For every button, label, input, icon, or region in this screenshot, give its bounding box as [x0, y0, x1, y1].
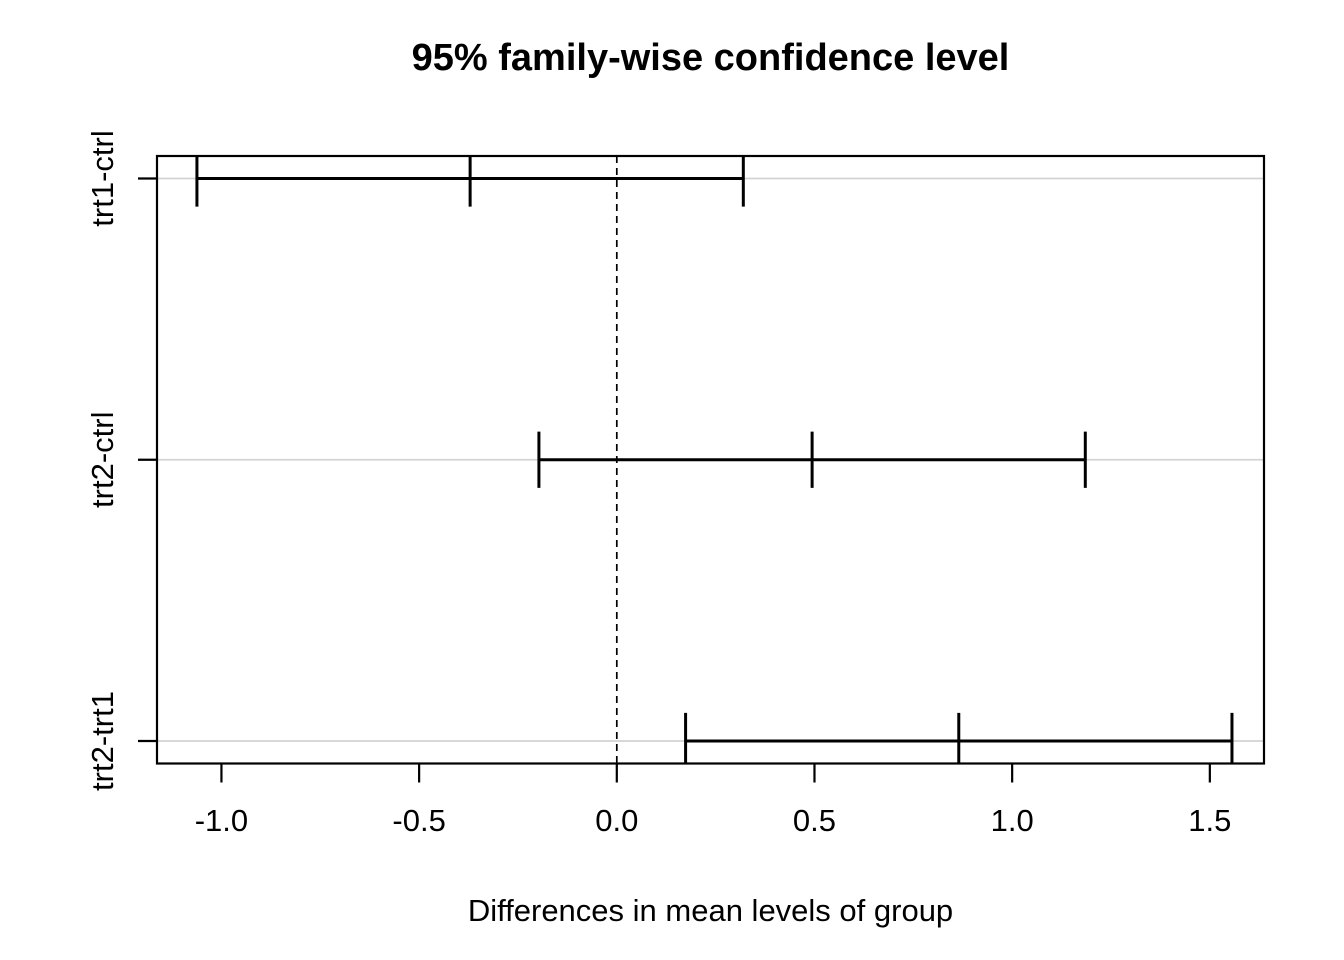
x-tick-label: 1.5 — [1188, 803, 1231, 838]
chart-title: 95% family-wise confidence level — [412, 37, 1010, 79]
x-tick-label: -1.0 — [195, 803, 248, 838]
y-axis-label-trt2-ctrl: trt2-ctrl — [85, 412, 120, 508]
axes-layer: -1.0 -0.5 0.0 0.5 1.0 1.5 trt1-ctrl trt2-ctrl tr… — [85, 130, 1231, 838]
x-tick-label: 0.5 — [793, 803, 836, 838]
x-axis-title: Differences in mean levels of group — [468, 893, 953, 928]
interval-series-layer — [195, 156, 1234, 764]
x-tick-label: 1.0 — [991, 803, 1034, 838]
x-tick-label: -0.5 — [392, 803, 445, 838]
confidence-interval-trt2-trt1 — [684, 712, 1234, 764]
y-axis-label-trt1-ctrl: trt1-ctrl — [85, 130, 120, 226]
confidence-interval-trt1-ctrl — [195, 156, 745, 207]
y-axis-label-trt2-trt1: trt2-trt1 — [85, 691, 120, 791]
x-tick-label: 0.0 — [595, 803, 638, 838]
confidence-interval-trt2-ctrl — [537, 431, 1087, 488]
